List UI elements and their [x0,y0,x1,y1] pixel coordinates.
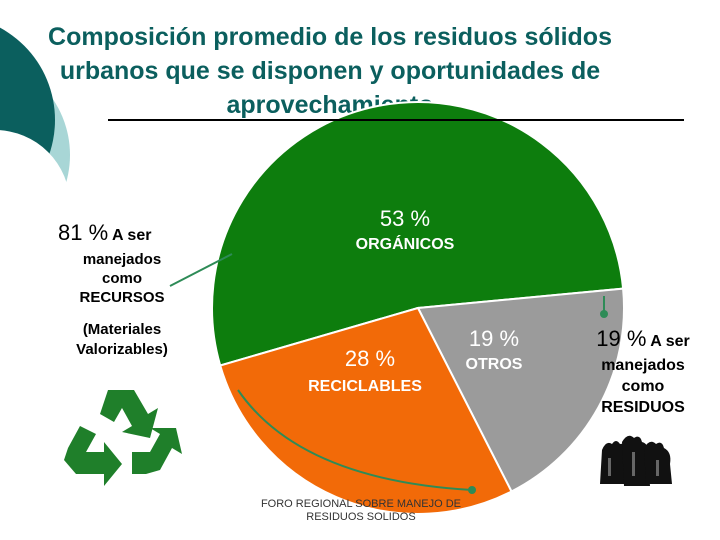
slice-label-otros: 19 % OTROS [446,326,542,374]
slice-value-organicos: 53 % [379,206,431,231]
resources-group: 81 % A ser manejados como RECURSOS [58,220,186,307]
pie-slice-reciclables [218,306,513,515]
waste-caption: manejados como RESIDUOS [578,355,708,418]
deco-circle-white [0,130,70,280]
resources-heading: 81 % A ser [58,220,186,246]
waste-line: RESIDUOS [601,399,685,416]
slice-label-organicos: 53 % ORGÁNICOS [330,206,480,254]
waste-percent: 19 % [596,326,647,351]
slice-value-otros: 19 % [468,326,520,351]
resources-line: como [101,270,142,287]
source-note: FORO REGIONAL SOBRE MANEJO DE RESIDUOS S… [260,498,462,523]
slice-name-reciclables: RECICLABLES [308,378,422,395]
trash-bags-icon [600,435,672,486]
slice-label-reciclables: 28 % RECICLABLES [285,346,445,396]
waste-connector-dot [600,310,608,318]
recyclables-connector-dot [468,486,476,494]
valorizable-note: (Materiales Valorizables) [76,321,168,358]
resources-percent: 81 % [58,220,109,245]
waste-group: 19 % A ser manejados como RESIDUOS [578,326,708,418]
resources-line: manejados [82,251,162,268]
recycle-icon [64,390,182,486]
slice-name-organicos: ORGÁNICOS [355,236,455,253]
waste-line: manejados [601,357,685,374]
waste-suffix: A ser [650,333,690,350]
waste-heading: 19 % A ser [578,326,708,352]
resources-line: RECURSOS [79,289,165,306]
pie-slice-organicos [211,101,625,367]
waste-line: como [621,378,665,395]
slice-value-reciclables: 28 % [344,346,396,371]
resources-caption: manejados como RECURSOS [58,250,186,307]
slice-name-otros: OTROS [465,356,523,373]
resources-connector [169,253,233,287]
recyclables-connector [237,389,473,491]
pie-slice-otros [416,287,625,493]
resources-suffix: A ser [112,227,152,244]
